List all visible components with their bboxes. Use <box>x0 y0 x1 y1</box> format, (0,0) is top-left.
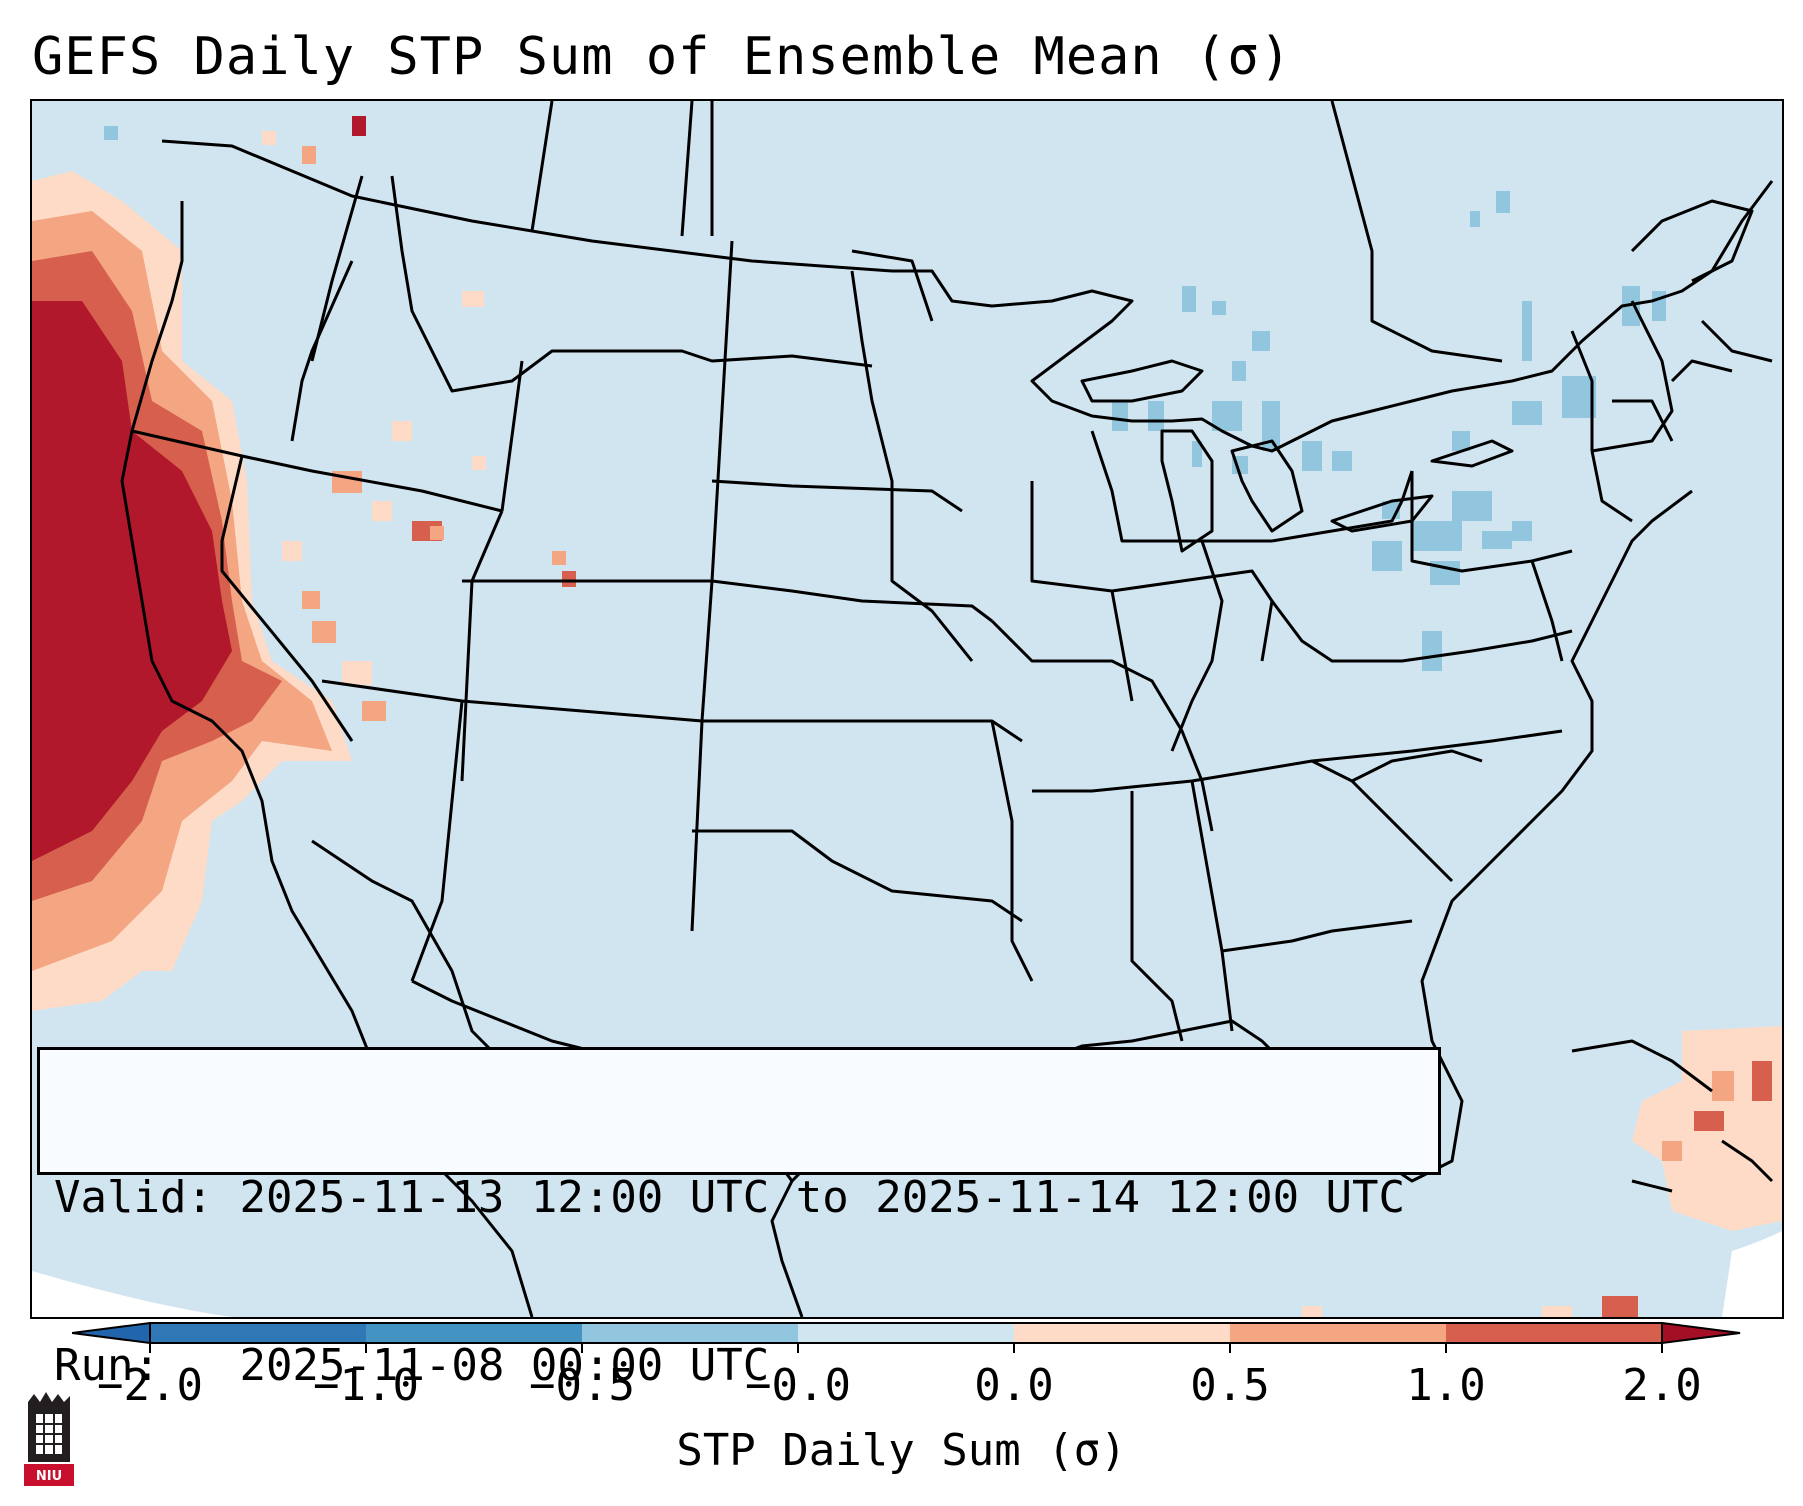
colorbar-ticks <box>149 1343 1663 1353</box>
colorbar-bin-4 <box>1014 1323 1230 1343</box>
map-edge-shade-right <box>1722 1231 1782 1317</box>
tick-label: 0.0 <box>974 1360 1054 1411</box>
map-canvas <box>32 101 1782 1317</box>
map-title: GEFS Daily STP Sum of Ensemble Mean (σ) <box>32 27 1292 87</box>
tick-label: −0.0 <box>745 1360 851 1411</box>
stp-field-southeast <box>1302 1026 1782 1317</box>
tick-label: 0.5 <box>1190 1360 1270 1411</box>
colorbar-bin-2 <box>582 1323 798 1343</box>
run-value: 2025-11-08 00:00 UTC <box>239 1340 770 1391</box>
colorbar <box>72 1321 1741 1353</box>
run-row: Run: 2025-11-08 00:00 UTC <box>54 1338 1424 1394</box>
colorbar-under-arrow <box>72 1321 151 1345</box>
colorbar-bin-1 <box>366 1323 582 1343</box>
valid-row: Valid: 2025-11-13 12:00 UTC to 2025-11-1… <box>54 1170 1424 1226</box>
colorbar-bin-0 <box>150 1323 366 1343</box>
tick-label: −2.0 <box>97 1360 203 1411</box>
run-label: Run: <box>54 1340 160 1391</box>
tick-label: 1.0 <box>1406 1360 1486 1411</box>
boundaries <box>120 101 1774 1317</box>
stp-field-northeast <box>104 126 1666 671</box>
map-edge-shade <box>32 1271 232 1317</box>
colorbar-bin-3 <box>798 1323 1014 1343</box>
valid-value: 2025-11-13 12:00 UTC to 2025-11-14 12:00… <box>239 1172 1406 1223</box>
valid-run-info-box: Valid: 2025-11-13 12:00 UTC to 2025-11-1… <box>37 1047 1441 1391</box>
colorbar-bin-6 <box>1446 1323 1662 1343</box>
niu-logo-icon: NIU <box>24 1392 74 1486</box>
tick-label: −1.0 <box>313 1360 419 1411</box>
logo-text: NIU <box>36 1469 62 1484</box>
tick-label: −0.5 <box>529 1360 635 1411</box>
colorbar-bin-5 <box>1230 1323 1446 1343</box>
tick-label: 2.0 <box>1622 1360 1702 1411</box>
valid-label: Valid: <box>54 1172 213 1223</box>
colorbar-outline <box>149 1322 1663 1344</box>
colorbar-label: STP Daily Sum (σ) <box>676 1425 1127 1476</box>
stp-field-west <box>32 116 576 1011</box>
colorbar-over-arrow <box>1661 1321 1741 1345</box>
